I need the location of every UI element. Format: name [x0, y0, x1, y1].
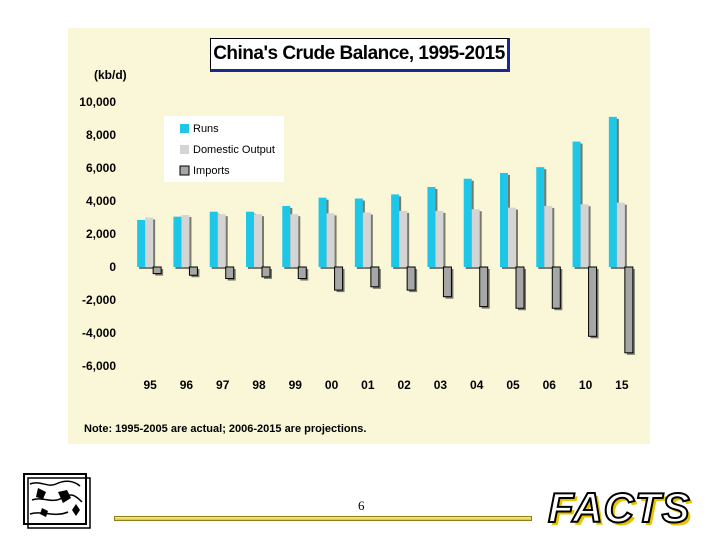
- bar-domestic-output-99: [290, 214, 299, 267]
- x-tick-label: 06: [543, 378, 557, 392]
- x-tick-label: 02: [397, 378, 411, 392]
- facts-logo: FACTS: [547, 483, 691, 532]
- bar-runs-03: [427, 186, 436, 267]
- x-tick-label: 01: [361, 378, 375, 392]
- bar-domestic-output-03: [435, 210, 444, 267]
- x-tick-label: 95: [143, 378, 157, 392]
- x-tick-label: 10: [579, 378, 593, 392]
- x-axis-ticks: 95 96 97 98 99 00 01 02 03 04 05 06 10 15: [143, 378, 628, 392]
- globe-map-icon: [23, 473, 91, 529]
- bar-imports-96: [188, 266, 198, 276]
- bar-domestic-output-00: [326, 213, 335, 267]
- x-tick-label: 05: [506, 378, 520, 392]
- bar-domestic-output-10: [580, 204, 589, 267]
- x-tick-label: 00: [325, 378, 339, 392]
- bar-imports-06: [551, 266, 561, 309]
- y-axis-ticks: 10,000 8,000 6,000 4,000 2,000 0 -2,000 -4,000 -…: [79, 95, 116, 373]
- bar-runs-01: [354, 198, 363, 267]
- y-tick-label: 4,000: [86, 194, 116, 208]
- legend-label: Runs: [193, 123, 219, 135]
- bar-domestic-output-06: [544, 205, 553, 267]
- bar-imports-10: [588, 266, 598, 337]
- x-tick-label: 03: [434, 378, 448, 392]
- legend-label: Imports: [193, 165, 230, 177]
- chart-title: China's Crude Balance, 1995-2015: [210, 38, 510, 72]
- bar-imports-00: [334, 266, 344, 291]
- bar-domestic-output-01: [362, 212, 371, 267]
- page-number: 6: [358, 498, 365, 513]
- bar-runs-05: [500, 172, 508, 267]
- bar-domestic-output-02: [399, 210, 408, 267]
- bar-runs-02: [391, 194, 400, 267]
- y-tick-label: -6,000: [82, 359, 116, 373]
- x-tick-label: 99: [289, 378, 303, 392]
- y-tick-label: 0: [109, 260, 116, 274]
- x-tick-label: 97: [216, 378, 230, 392]
- x-tick-label: 15: [615, 378, 629, 392]
- y-tick-label: -4,000: [82, 326, 116, 340]
- bar-runs-04: [463, 178, 472, 267]
- legend-swatch: [180, 145, 189, 154]
- x-tick-label: 98: [252, 378, 266, 392]
- chart-legend: Runs Domestic Output Imports: [164, 116, 284, 182]
- footer-divider: [114, 516, 532, 521]
- bar-imports-98: [261, 266, 271, 278]
- bar-runs-96: [173, 216, 182, 267]
- chart-note: Note: 1995-2005 are actual; 2006-2015 ar…: [84, 423, 367, 435]
- y-tick-label: 10,000: [79, 95, 116, 109]
- bar-imports-95: [152, 266, 162, 275]
- y-tick-label: 2,000: [86, 227, 116, 241]
- bar-domestic-output-98: [254, 214, 262, 267]
- bar-domestic-output-96: [181, 215, 190, 267]
- legend-swatch: [180, 124, 189, 133]
- bar-runs-95: [137, 219, 146, 267]
- legend-swatch: [179, 165, 190, 176]
- x-tick-label: 04: [470, 378, 484, 392]
- bar-runs-10: [572, 141, 581, 267]
- bar-imports-99: [297, 266, 307, 280]
- legend-label: Domestic Output: [193, 144, 275, 156]
- bar-imports-97: [225, 266, 235, 280]
- bar-imports-04: [479, 266, 489, 308]
- y-tick-label: 8,000: [86, 128, 116, 142]
- bar-imports-05: [515, 266, 525, 309]
- bar-domestic-output-04: [471, 209, 480, 267]
- y-tick-label: -2,000: [82, 293, 116, 307]
- y-tick-label: 6,000: [86, 161, 116, 175]
- bar-domestic-output-97: [217, 214, 226, 267]
- bar-imports-02: [406, 266, 416, 291]
- bar-domestic-output-15: [616, 202, 625, 267]
- bar-domestic-output-05: [508, 207, 516, 267]
- bar-runs-00: [318, 197, 327, 267]
- bar-runs-99: [282, 205, 291, 267]
- bar-imports-15: [624, 266, 634, 354]
- x-tick-label: 96: [180, 378, 194, 392]
- bar-imports-03: [442, 266, 452, 298]
- bar-imports-01: [370, 266, 380, 288]
- bar-runs-06: [536, 167, 545, 267]
- bar-runs-98: [246, 211, 254, 267]
- bar-domestic-output-95: [145, 217, 154, 267]
- y-axis-unit-label: (kb/d): [94, 68, 127, 82]
- bar-runs-97: [209, 211, 218, 267]
- chart-bars: [137, 116, 635, 355]
- bar-runs-15: [608, 116, 617, 267]
